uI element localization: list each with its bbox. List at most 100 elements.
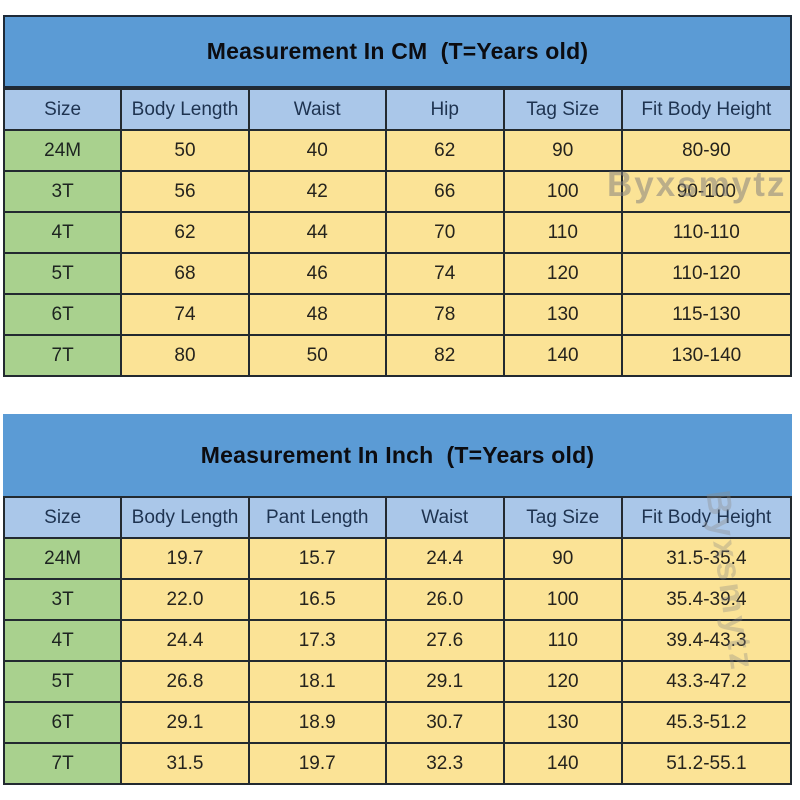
value-cell: 120 [502,660,623,703]
value-cell: 70 [384,211,505,254]
value-cell: 78 [384,293,505,336]
table-row: 6T 74 48 78 130 115-130 [2,293,793,336]
column-header: Waist [247,88,387,131]
value-cell: 31.5 [120,742,250,785]
value-cell: 90 [502,129,623,172]
table-header-row: Size Body Length Waist Hip Tag Size Fit Body … [2,88,793,131]
value-cell: 26.0 [384,578,505,621]
size-cell: 7T [2,334,123,377]
value-cell: 51.2-55.1 [620,742,793,785]
value-cell: 66 [384,170,505,213]
value-cell: 43.3-47.2 [620,660,793,703]
value-cell: 15.7 [247,537,387,580]
value-cell: 68 [120,252,250,295]
value-cell: 29.1 [120,701,250,744]
table-row: 4T 62 44 70 110 110-110 [2,211,793,254]
value-cell: 56 [120,170,250,213]
value-cell: 26.8 [120,660,250,703]
value-cell: 90 [502,537,623,580]
size-grid-cm: Size Body Length Waist Hip Tag Size Fit Body … [2,88,793,377]
value-cell: 62 [120,211,250,254]
column-header: Tag Size [502,496,623,539]
value-cell: 50 [120,129,250,172]
value-cell: 24.4 [384,537,505,580]
table-row: 4T 24.4 17.3 27.6 110 39.4-43.3 [2,619,793,662]
table-title-inch: Measurement In Inch (T=Years old) [3,414,792,496]
table-row: 24M 50 40 62 90 80-90 [2,129,793,172]
value-cell: 90-100 [620,170,793,213]
value-cell: 17.3 [247,619,387,662]
column-header: Pant Length [247,496,387,539]
table-header-row: Size Body Length Pant Length Waist Tag Size F… [2,496,793,539]
value-cell: 130 [502,293,623,336]
table-row: 5T 68 46 74 120 110-120 [2,252,793,295]
size-cell: 5T [2,660,123,703]
size-cell: 6T [2,293,123,336]
measurement-table-inch: Measurement In Inch (T=Years old) Size Bo… [2,414,793,785]
value-cell: 46 [247,252,387,295]
size-cell: 24M [2,129,123,172]
size-cell: 4T [2,211,123,254]
value-cell: 19.7 [247,742,387,785]
value-cell: 74 [384,252,505,295]
table-row: 6T 29.1 18.9 30.7 130 45.3-51.2 [2,701,793,744]
measurement-table-cm: Measurement In CM (T=Years old) Size Body… [2,15,793,377]
value-cell: 45.3-51.2 [620,701,793,744]
value-cell: 18.9 [247,701,387,744]
value-cell: 19.7 [120,537,250,580]
column-header: Tag Size [502,88,623,131]
value-cell: 140 [502,742,623,785]
value-cell: 16.5 [247,578,387,621]
column-header: Fit Body Height [620,88,793,131]
value-cell: 100 [502,170,623,213]
value-cell: 22.0 [120,578,250,621]
value-cell: 100 [502,578,623,621]
value-cell: 27.6 [384,619,505,662]
value-cell: 80 [120,334,250,377]
size-cell: 3T [2,170,123,213]
table-row: 24M 19.7 15.7 24.4 90 31.5-35.4 [2,537,793,580]
value-cell: 74 [120,293,250,336]
column-header: Size [2,88,123,131]
size-cell: 24M [2,537,123,580]
value-cell: 80-90 [620,129,793,172]
column-header: Body Length [120,496,250,539]
value-cell: 30.7 [384,701,505,744]
value-cell: 18.1 [247,660,387,703]
value-cell: 62 [384,129,505,172]
value-cell: 110 [502,619,623,662]
value-cell: 24.4 [120,619,250,662]
column-header: Hip [384,88,505,131]
value-cell: 110-110 [620,211,793,254]
column-header: Body Length [120,88,250,131]
table-row: 7T 31.5 19.7 32.3 140 51.2-55.1 [2,742,793,785]
table-row: 3T 56 42 66 100 90-100 [2,170,793,213]
value-cell: 130-140 [620,334,793,377]
value-cell: 82 [384,334,505,377]
value-cell: 130 [502,701,623,744]
table-row: 7T 80 50 82 140 130-140 [2,334,793,377]
size-cell: 7T [2,742,123,785]
value-cell: 32.3 [384,742,505,785]
value-cell: 140 [502,334,623,377]
value-cell: 48 [247,293,387,336]
value-cell: 35.4-39.4 [620,578,793,621]
value-cell: 115-130 [620,293,793,336]
size-cell: 6T [2,701,123,744]
value-cell: 110 [502,211,623,254]
column-header: Waist [384,496,505,539]
value-cell: 29.1 [384,660,505,703]
size-cell: 4T [2,619,123,662]
table-title-cm: Measurement In CM (T=Years old) [3,15,792,88]
value-cell: 44 [247,211,387,254]
column-header: Fit Body Height [620,496,793,539]
size-grid-inch: Size Body Length Pant Length Waist Tag Size F… [2,496,793,785]
size-cell: 5T [2,252,123,295]
value-cell: 42 [247,170,387,213]
table-row: 5T 26.8 18.1 29.1 120 43.3-47.2 [2,660,793,703]
table-row: 3T 22.0 16.5 26.0 100 35.4-39.4 [2,578,793,621]
value-cell: 39.4-43.3 [620,619,793,662]
value-cell: 120 [502,252,623,295]
column-header: Size [2,496,123,539]
